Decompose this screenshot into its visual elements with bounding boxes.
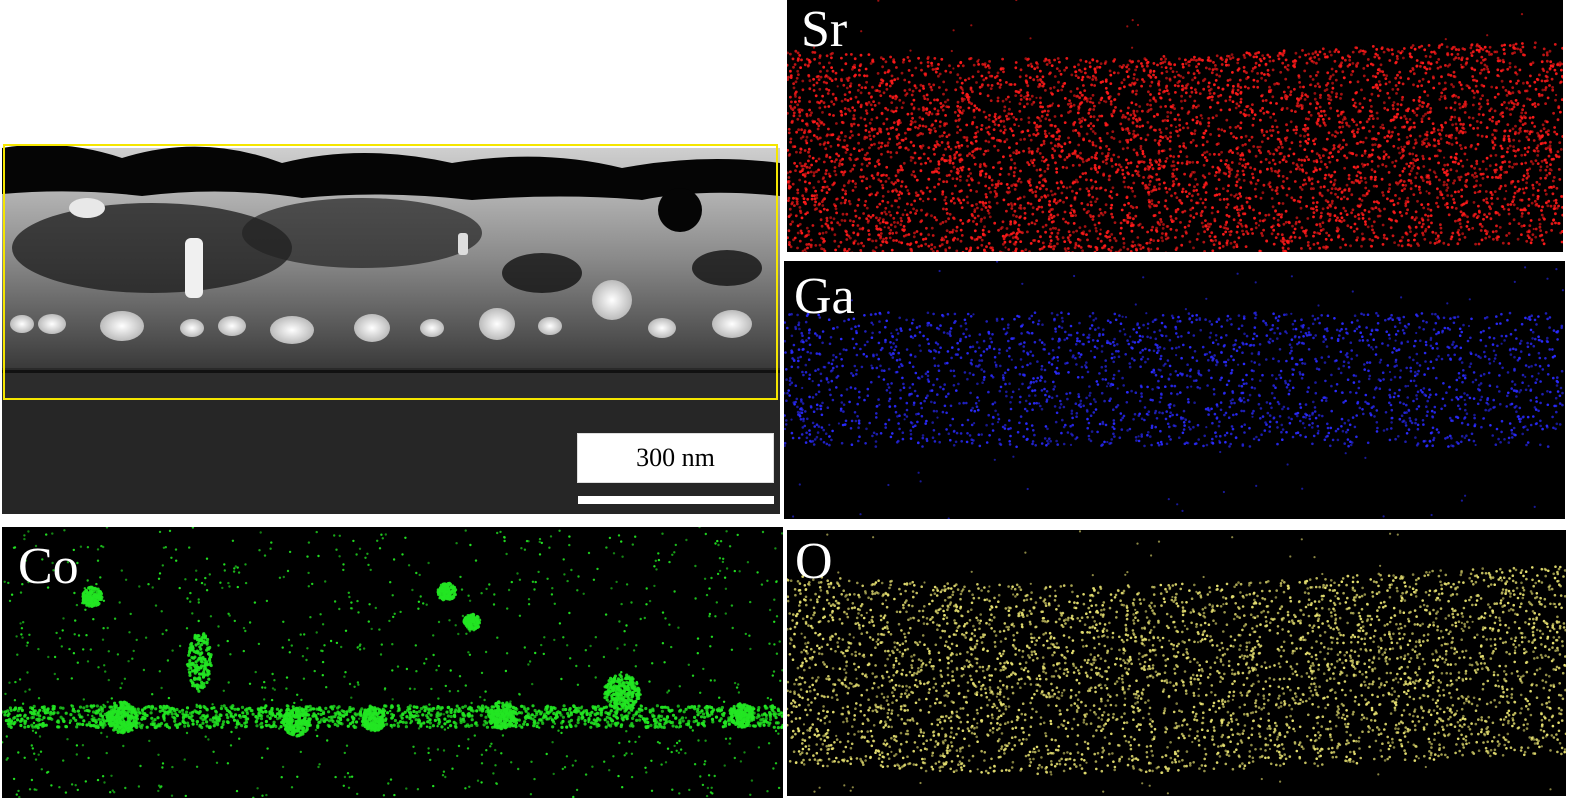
ga-map-dots [784, 261, 1564, 519]
o-map-dots [787, 530, 1566, 795]
o-map-label: O [795, 533, 833, 590]
co-element-map: Co [2, 527, 783, 798]
scale-bar-label: 300 nm [636, 443, 715, 472]
ga-element-map: Ga [784, 261, 1565, 519]
scale-bar-label-box: 300 nm [577, 433, 774, 483]
sr-map-dots [787, 0, 1563, 252]
scale-bar [578, 496, 774, 504]
ga-map-label: Ga [794, 268, 855, 325]
tem-cross-section-image: 300 nm [2, 138, 780, 514]
sr-element-map: Sr [787, 0, 1563, 252]
co-map-label: Co [18, 538, 79, 595]
sr-map-label: Sr [801, 1, 848, 58]
co-map-dots [2, 527, 783, 798]
o-element-map: O [787, 530, 1566, 796]
